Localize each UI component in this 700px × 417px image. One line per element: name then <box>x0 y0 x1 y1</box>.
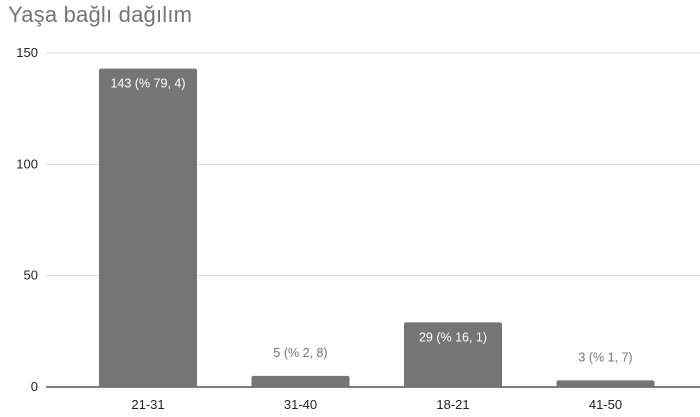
y-tick-label-100: 100 <box>16 156 38 171</box>
bar-18-21 <box>404 322 502 387</box>
x-tick-label-18-21: 18-21 <box>436 397 469 412</box>
data-label-21-31: 143 (% 79, 4) <box>110 77 185 91</box>
bar-21-31 <box>99 68 197 387</box>
y-tick-label-150: 150 <box>16 45 38 60</box>
x-tick-label-31-40: 31-40 <box>284 397 317 412</box>
bar-31-40 <box>251 375 350 387</box>
data-label-41-50: 3 (% 1, 7) <box>578 350 632 364</box>
chart-title: Yaşa bağlı dağılım <box>8 2 193 27</box>
x-tick-label-41-50: 41-50 <box>589 397 622 412</box>
bar-41-50 <box>556 380 655 387</box>
y-tick-label-0: 0 <box>31 379 38 394</box>
x-tick-label-21-31: 21-31 <box>131 397 164 412</box>
y-tick-label-50: 50 <box>24 268 38 283</box>
data-label-18-21: 29 (% 16, 1) <box>419 330 487 344</box>
data-label-31-40: 5 (% 2, 8) <box>273 346 327 360</box>
